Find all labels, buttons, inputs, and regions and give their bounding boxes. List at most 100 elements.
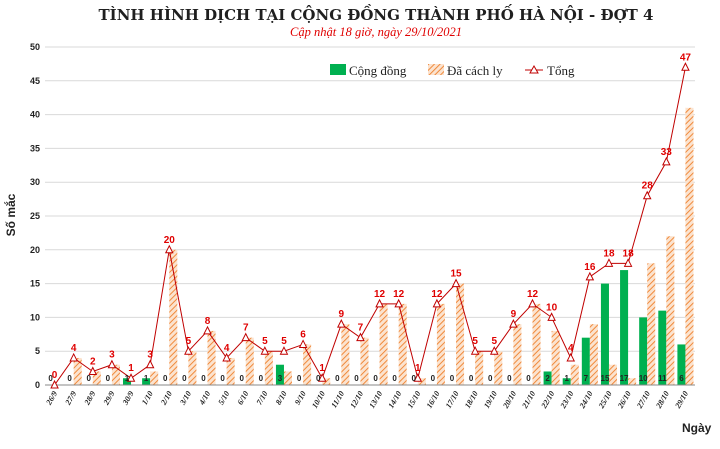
legend-label-tong: Tổng <box>547 63 575 78</box>
y-tick-label: 0 <box>35 380 40 390</box>
legend-marker-tong <box>529 64 539 74</box>
cong-dong-data-label: 6 <box>679 374 684 383</box>
tong-data-label: 12 <box>527 289 539 300</box>
x-tick-label: 11/10 <box>329 390 346 410</box>
tong-data-label: 2 <box>90 356 96 367</box>
bar-da-cach-ly <box>589 324 598 385</box>
bar-da-cach-ly <box>207 330 216 385</box>
x-tick-label: 29/9 <box>101 390 116 408</box>
tong-point <box>337 319 346 328</box>
x-tick-label: 28/10 <box>654 390 671 411</box>
bar-da-cach-ly <box>169 249 178 385</box>
tong-point <box>126 373 136 382</box>
tong-data-label: 1 <box>128 363 134 374</box>
x-tick-label: 12/10 <box>348 390 365 410</box>
x-tick-label: 27/10 <box>635 390 652 411</box>
bar-da-cach-ly <box>494 351 503 385</box>
tong-point <box>509 319 518 328</box>
tong-point <box>241 332 251 342</box>
y-tick-label: 40 <box>30 110 40 120</box>
x-tick-label: 24/10 <box>577 390 594 411</box>
bars-da-cach-ly <box>73 107 694 385</box>
tong-point <box>470 346 480 355</box>
x-tick-label: 8/10 <box>274 390 289 407</box>
bar-cong-dong <box>543 371 552 385</box>
tong-point <box>145 359 155 369</box>
bar-cong-dong <box>658 310 667 385</box>
y-axis-label: Số mắc <box>3 193 18 236</box>
bar-da-cach-ly <box>379 303 388 385</box>
tong-point <box>184 346 193 355</box>
y-tick-label: 45 <box>30 76 40 86</box>
x-tick-label: 26/9 <box>44 390 59 408</box>
tong-data-label: 0 <box>52 370 58 381</box>
y-tick-label: 20 <box>30 245 40 255</box>
tong-point <box>375 298 384 308</box>
chart-title: TÌNH HÌNH DỊCH TẠI CỘNG ĐỒNG THÀNH PHỐ H… <box>99 4 654 24</box>
bar-da-cach-ly <box>303 344 312 385</box>
tong-data-label: 5 <box>262 336 268 347</box>
tong-data-label: 20 <box>164 235 176 246</box>
bar-da-cach-ly <box>188 351 197 385</box>
tong-point <box>413 373 423 382</box>
bar-cong-dong <box>639 317 648 385</box>
tong-point <box>222 352 231 362</box>
tong-point <box>107 359 117 369</box>
x-tick-label: 3/10 <box>178 390 193 408</box>
cong-dong-data-label: 0 <box>201 374 206 383</box>
cong-dong-data-label: 0 <box>259 374 264 383</box>
cong-dong-data-label: 0 <box>87 374 92 383</box>
x-tick-labels: 26/9 27/9 28/9 29/9 30/9 1/10 2/10 3/10 4/10 5/10… <box>44 390 690 411</box>
tong-point <box>566 352 576 362</box>
bar-cong-dong <box>142 378 151 385</box>
x-tick-label: 13/10 <box>367 390 384 410</box>
tong-data-label: 1 <box>415 363 421 374</box>
x-tick-label: 30/9 <box>120 390 135 408</box>
tong-data-label: 7 <box>243 323 249 334</box>
cong-dong-data-label: 0 <box>354 374 359 383</box>
cong-dong-data-label: 0 <box>488 374 493 383</box>
y-tick-label: 5 <box>35 346 40 356</box>
cong-dong-data-label: 0 <box>431 374 436 383</box>
x-tick-label: 25/10 <box>596 390 613 411</box>
bar-da-cach-ly <box>398 303 407 385</box>
bar-da-cach-ly <box>628 378 637 385</box>
x-tick-label: 6/10 <box>236 390 251 407</box>
bar-da-cach-ly <box>456 283 465 385</box>
tong-point <box>432 298 442 308</box>
tong-point <box>528 298 537 308</box>
tong-data-label: 1 <box>319 363 325 374</box>
x-tick-label: 4/10 <box>197 390 212 408</box>
tong-data-label: 28 <box>642 181 654 192</box>
x-tick-label: 14/10 <box>386 390 403 410</box>
cong-dong-data-label: 7 <box>584 374 589 383</box>
x-tick-label: 18/10 <box>463 390 480 410</box>
tong-point <box>451 278 461 288</box>
x-tick-label: 22/10 <box>539 390 556 411</box>
tong-data-label: 3 <box>147 350 153 361</box>
line-tong <box>50 62 690 389</box>
tong-point <box>203 325 212 335</box>
tong-data-label: 18 <box>623 248 635 259</box>
cong-dong-data-labels: 0 0 0 0 1 1 0 0 0 0 0 0 3 0 0 0 0 0 0 0 0 0 0 0 0 0 2 1 7 15 17 10 11 6 <box>48 374 684 383</box>
legend-swatch-cong-dong <box>330 64 346 75</box>
cong-dong-data-label: 11 <box>658 374 667 383</box>
cong-dong-data-label: 0 <box>182 374 187 383</box>
tong-data-label: 4 <box>71 343 77 354</box>
tong-line <box>54 67 686 386</box>
x-tick-label: 26/10 <box>615 390 632 411</box>
cong-dong-data-label: 0 <box>163 374 168 383</box>
x-tick-label: 1/10 <box>140 390 155 407</box>
tong-data-label: 6 <box>300 329 306 340</box>
cong-dong-data-label: 1 <box>125 374 130 383</box>
bar-cong-dong <box>562 378 571 385</box>
tong-data-label: 3 <box>109 350 115 361</box>
tong-data-label: 4 <box>224 343 230 354</box>
bar-da-cach-ly <box>532 303 541 385</box>
x-tick-label: 15/10 <box>406 390 423 410</box>
x-tick-label: 19/10 <box>482 390 499 410</box>
tong-point <box>50 379 59 389</box>
cong-dong-data-label: 0 <box>67 374 72 383</box>
tong-data-label: 5 <box>491 336 497 347</box>
